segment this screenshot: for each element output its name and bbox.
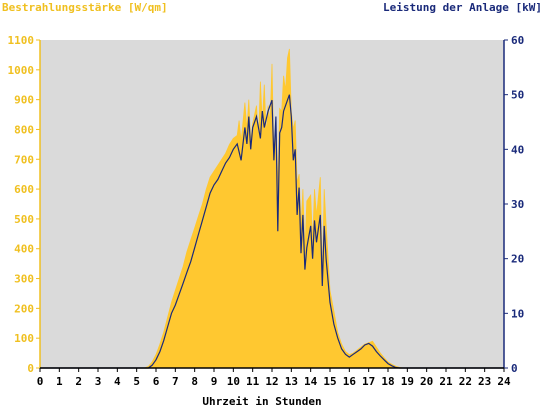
right-tick-label: 60 — [511, 34, 524, 47]
x-tick-label: 10 — [227, 375, 240, 388]
x-tick-label: 7 — [172, 375, 179, 388]
x-tick-label: 17 — [362, 375, 375, 388]
left-tick-label: 800 — [14, 123, 34, 136]
left-tick-label: 500 — [14, 213, 34, 226]
x-tick-label: 1 — [56, 375, 63, 388]
x-tick-label: 13 — [285, 375, 298, 388]
right-tick-label: 40 — [511, 143, 524, 156]
x-tick-label: 18 — [381, 375, 394, 388]
x-tick-label: 19 — [401, 375, 414, 388]
left-axis-title: Bestrahlungsstärke [W/qm] — [2, 1, 168, 14]
x-tick-label: 24 — [497, 375, 511, 388]
x-tick-label: 16 — [343, 375, 357, 388]
x-tick-label: 12 — [265, 375, 278, 388]
left-tick-label: 900 — [14, 94, 34, 107]
irradiance-area — [40, 48, 504, 369]
x-tick-label: 20 — [420, 375, 433, 388]
left-tick-label: 1000 — [8, 64, 35, 77]
left-tick-label: 100 — [14, 332, 34, 345]
right-tick-label: 50 — [511, 89, 524, 102]
x-tick-label: 23 — [478, 375, 491, 388]
x-tick-label: 22 — [459, 375, 472, 388]
left-tick-label: 200 — [14, 302, 34, 315]
left-tick-label: 300 — [14, 273, 34, 286]
x-tick-label: 0 — [37, 375, 44, 388]
right-axis-title: Leistung der Anlage [kW] — [383, 1, 542, 14]
right-tick-label: 30 — [511, 198, 524, 211]
left-tick-label: 700 — [14, 153, 34, 166]
x-tick-label: 4 — [114, 375, 121, 388]
right-tick-label: 10 — [511, 307, 524, 320]
x-axis-label: Uhrzeit in Stunden — [202, 395, 321, 408]
power-line — [40, 94, 504, 369]
x-tick-label: 5 — [133, 375, 140, 388]
axes-layer: 0100200300400500600700800900100011000102… — [8, 34, 525, 388]
x-tick-label: 2 — [75, 375, 82, 388]
right-tick-label: 0 — [511, 362, 518, 375]
x-tick-label: 21 — [439, 375, 453, 388]
x-tick-label: 3 — [95, 375, 102, 388]
series-layer — [40, 48, 504, 369]
x-tick-label: 14 — [304, 375, 318, 388]
x-tick-label: 15 — [323, 375, 336, 388]
x-tick-label: 11 — [246, 375, 260, 388]
x-tick-label: 9 — [211, 375, 218, 388]
left-tick-label: 600 — [14, 183, 34, 196]
left-tick-label: 400 — [14, 243, 34, 256]
left-tick-label: 1100 — [8, 34, 35, 47]
right-tick-label: 20 — [511, 253, 524, 266]
x-tick-label: 8 — [191, 375, 198, 388]
left-tick-label: 0 — [27, 362, 34, 375]
x-tick-label: 6 — [153, 375, 160, 388]
